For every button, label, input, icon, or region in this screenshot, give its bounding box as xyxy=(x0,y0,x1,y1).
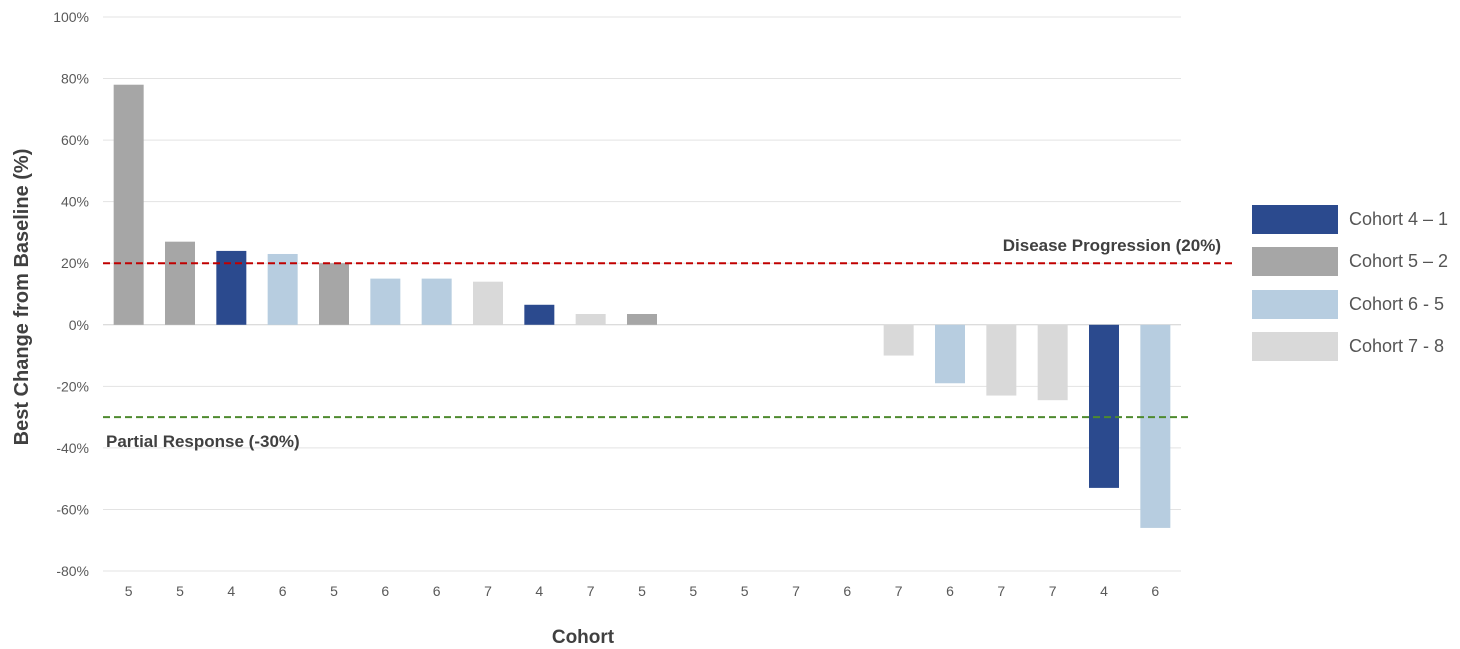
x-tick-label: 7 xyxy=(997,583,1005,599)
x-axis-title: Cohort xyxy=(552,627,615,648)
bar xyxy=(1140,324,1171,528)
x-tick-label: 6 xyxy=(381,583,389,599)
y-tick-label: -60% xyxy=(56,501,89,517)
y-tick-label: 60% xyxy=(61,132,89,148)
x-tick-label: 5 xyxy=(176,583,184,599)
y-tick-label: -80% xyxy=(56,563,89,579)
bar xyxy=(575,314,606,325)
legend-item: Cohort 4 – 1 xyxy=(1252,198,1460,241)
bar xyxy=(524,304,555,325)
x-tick-label: 5 xyxy=(125,583,133,599)
legend-label: Cohort 7 - 8 xyxy=(1349,336,1445,357)
x-tick-label: 5 xyxy=(689,583,697,599)
y-tick-label: -40% xyxy=(56,440,89,456)
x-tick-labels: 5 5 4 6 5 6 6 7 4 7 5 5 5 7 6 7 6 7 7 4 6 xyxy=(125,583,1160,599)
legend-swatch xyxy=(1252,204,1338,234)
x-tick-label: 6 xyxy=(1151,583,1159,599)
partial-response-label: Partial Response (-30%) xyxy=(106,432,300,451)
x-tick-label: 7 xyxy=(895,583,903,599)
bar xyxy=(883,324,914,356)
bar xyxy=(113,84,144,325)
disease-progression-label: Disease Progression (20%) xyxy=(1003,236,1221,255)
y-tick-label: 20% xyxy=(61,255,89,271)
bar xyxy=(986,324,1017,396)
legend-label: Cohort 5 – 2 xyxy=(1349,251,1449,272)
legend-label: Cohort 6 - 5 xyxy=(1349,293,1445,314)
y-tick-label: 0% xyxy=(69,317,89,333)
legend-item: Cohort 5 – 2 xyxy=(1252,241,1460,284)
bar xyxy=(1089,324,1119,488)
x-tick-label: 7 xyxy=(587,583,595,599)
x-tick-label: 4 xyxy=(535,583,543,599)
legend-swatch xyxy=(1252,332,1338,362)
x-tick-label: 7 xyxy=(792,583,800,599)
x-tick-label: 4 xyxy=(1100,583,1108,599)
bar xyxy=(267,253,298,325)
bar xyxy=(421,278,452,325)
bar xyxy=(319,263,349,325)
legend: Cohort 4 – 1 Cohort 5 – 2 Cohort 6 - 5 C… xyxy=(1252,198,1460,368)
bar xyxy=(370,278,401,325)
bar xyxy=(935,324,965,384)
legend-item: Cohort 6 - 5 xyxy=(1252,283,1460,326)
bar xyxy=(627,314,657,325)
y-tick-label: 40% xyxy=(61,194,89,210)
y-tick-label: 80% xyxy=(61,71,89,87)
bar xyxy=(165,241,195,325)
bar xyxy=(473,281,503,325)
x-tick-label: 7 xyxy=(484,583,492,599)
x-tick-label: 6 xyxy=(843,583,851,599)
legend-swatch xyxy=(1252,247,1338,277)
bars xyxy=(113,84,1171,528)
legend-label: Cohort 4 – 1 xyxy=(1349,208,1449,229)
x-tick-label: 6 xyxy=(279,583,287,599)
x-tick-label: 4 xyxy=(227,583,235,599)
bar xyxy=(216,250,247,325)
x-tick-label: 6 xyxy=(946,583,954,599)
y-axis-title: Best Change from Baseline (%) xyxy=(11,149,33,446)
legend-swatch xyxy=(1252,289,1338,319)
bar xyxy=(1037,324,1068,401)
grid-lines xyxy=(103,16,1181,572)
x-tick-label: 5 xyxy=(638,583,646,599)
y-tick-label: 100% xyxy=(53,9,89,25)
y-tick-label: -20% xyxy=(56,378,89,394)
x-tick-label: 5 xyxy=(330,583,338,599)
x-tick-label: 6 xyxy=(433,583,441,599)
reference-lines: Disease Progression (20%) Partial Respons… xyxy=(103,236,1232,451)
legend-item: Cohort 7 - 8 xyxy=(1252,326,1460,369)
x-tick-label: 7 xyxy=(1049,583,1057,599)
x-tick-label: 5 xyxy=(741,583,749,599)
y-tick-labels: -80% -60% -40% -20% 0% 20% 40% 60% 80% 100% xyxy=(53,9,89,579)
